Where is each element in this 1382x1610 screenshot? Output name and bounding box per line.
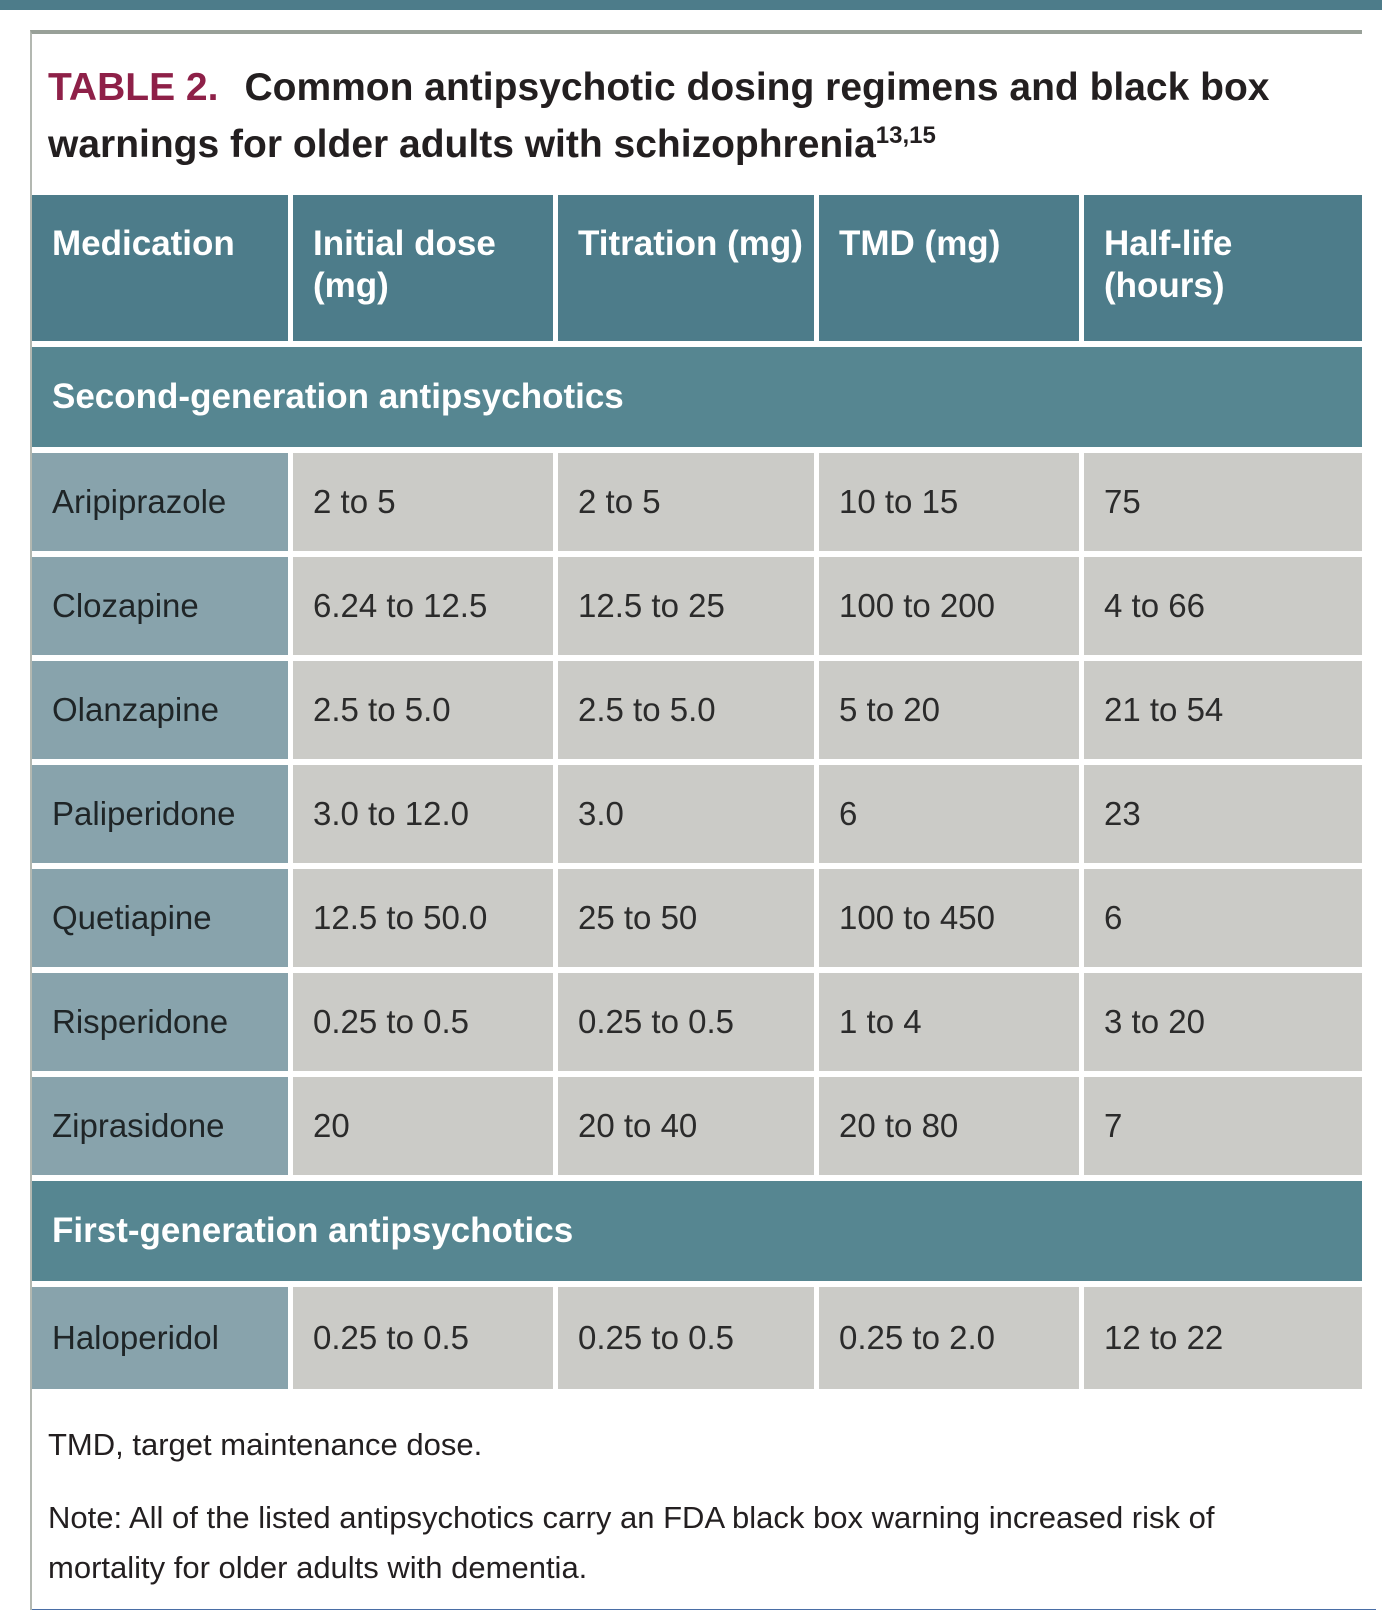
titration-value: 12.5 to 25 (558, 557, 814, 656)
section-header-second-generation: Second-generation antipsychotics (32, 347, 1362, 448)
half-life-value: 21 to 54 (1084, 661, 1362, 760)
titration-value: 2.5 to 5.0 (558, 661, 814, 760)
top-accent-bar (0, 0, 1382, 10)
medication-name: Haloperidol (32, 1287, 288, 1390)
tmd-value: 20 to 80 (819, 1077, 1079, 1176)
medication-name: Quetiapine (32, 869, 288, 968)
titration-value: 0.25 to 0.5 (558, 973, 814, 1072)
initial-dose-value: 2 to 5 (293, 453, 553, 552)
medication-name: Clozapine (32, 557, 288, 656)
column-header-tmd: TMD (mg) (819, 195, 1079, 342)
table-row-quetiapine: Quetiapine 12.5 to 50.0 25 to 50 100 to … (32, 869, 1362, 968)
abbreviation-footnote: TMD, target maintenance dose. (48, 1427, 483, 1463)
dosing-table: Medication Initial dose (mg) Titration (… (32, 195, 1362, 1390)
titration-value: 3.0 (558, 765, 814, 864)
tmd-value: 100 to 450 (819, 869, 1079, 968)
half-life-value: 12 to 22 (1084, 1287, 1362, 1390)
initial-dose-value: 3.0 to 12.0 (293, 765, 553, 864)
table-row-haloperidol: Haloperidol 0.25 to 0.5 0.25 to 0.5 0.25… (32, 1287, 1362, 1390)
table-title: TABLE 2. Common antipsychotic dosing regi… (32, 34, 1362, 195)
initial-dose-value: 12.5 to 50.0 (293, 869, 553, 968)
medication-name: Risperidone (32, 973, 288, 1072)
half-life-value: 75 (1084, 453, 1362, 552)
tmd-value: 10 to 15 (819, 453, 1079, 552)
medication-name: Ziprasidone (32, 1077, 288, 1176)
table-row-ziprasidone: Ziprasidone 20 20 to 40 20 to 80 7 (32, 1077, 1362, 1176)
half-life-value: 6 (1084, 869, 1362, 968)
initial-dose-value: 2.5 to 5.0 (293, 661, 553, 760)
half-life-value: 23 (1084, 765, 1362, 864)
tmd-value: 0.25 to 2.0 (819, 1287, 1079, 1390)
tmd-value: 6 (819, 765, 1079, 864)
table-row-risperidone: Risperidone 0.25 to 0.5 0.25 to 0.5 1 to… (32, 973, 1362, 1072)
half-life-value: 4 to 66 (1084, 557, 1362, 656)
medication-name: Olanzapine (32, 661, 288, 760)
initial-dose-value: 20 (293, 1077, 553, 1176)
column-header-initial-dose: Initial dose (mg) (293, 195, 553, 342)
titration-value: 25 to 50 (558, 869, 814, 968)
titration-value: 2 to 5 (558, 453, 814, 552)
initial-dose-value: 0.25 to 0.5 (293, 973, 553, 1072)
titration-value: 20 to 40 (558, 1077, 814, 1176)
table-footnotes: TMD, target maintenance dose. Note: All … (32, 1425, 1362, 1592)
table-row-aripiprazole: Aripiprazole 2 to 5 2 to 5 10 to 15 75 (32, 453, 1362, 552)
table-title-text: Common antipsychotic dosing regimens and… (48, 66, 1270, 166)
medication-name: Paliperidone (32, 765, 288, 864)
half-life-value: 3 to 20 (1084, 973, 1362, 1072)
column-header-half-life: Half-life (hours) (1084, 195, 1362, 342)
black-box-warning-note: Note: All of the listed antipsychotics c… (48, 1500, 1215, 1585)
table-title-citation: 13,15 (875, 121, 936, 149)
tmd-value: 5 to 20 (819, 661, 1079, 760)
tmd-value: 100 to 200 (819, 557, 1079, 656)
column-header-titration: Titration (mg) (558, 195, 814, 342)
table-row-olanzapine: Olanzapine 2.5 to 5.0 2.5 to 5.0 5 to 20… (32, 661, 1362, 760)
bottom-divider-rule (32, 1608, 1376, 1610)
table-row-clozapine: Clozapine 6.24 to 12.5 12.5 to 25 100 to… (32, 557, 1362, 656)
table-header-row: Medication Initial dose (mg) Titration (… (32, 195, 1362, 342)
section-header-first-generation: First-generation antipsychotics (32, 1181, 1362, 1282)
column-header-medication: Medication (32, 195, 288, 342)
tmd-value: 1 to 4 (819, 973, 1079, 1072)
initial-dose-value: 6.24 to 12.5 (293, 557, 553, 656)
medication-name: Aripiprazole (32, 453, 288, 552)
table-row-paliperidone: Paliperidone 3.0 to 12.0 3.0 6 23 (32, 765, 1362, 864)
table-figure-box: TABLE 2. Common antipsychotic dosing regi… (30, 30, 1376, 1610)
half-life-value: 7 (1084, 1077, 1362, 1176)
table-number-label: TABLE 2. (48, 66, 219, 109)
initial-dose-value: 0.25 to 0.5 (293, 1287, 553, 1390)
titration-value: 0.25 to 0.5 (558, 1287, 814, 1390)
